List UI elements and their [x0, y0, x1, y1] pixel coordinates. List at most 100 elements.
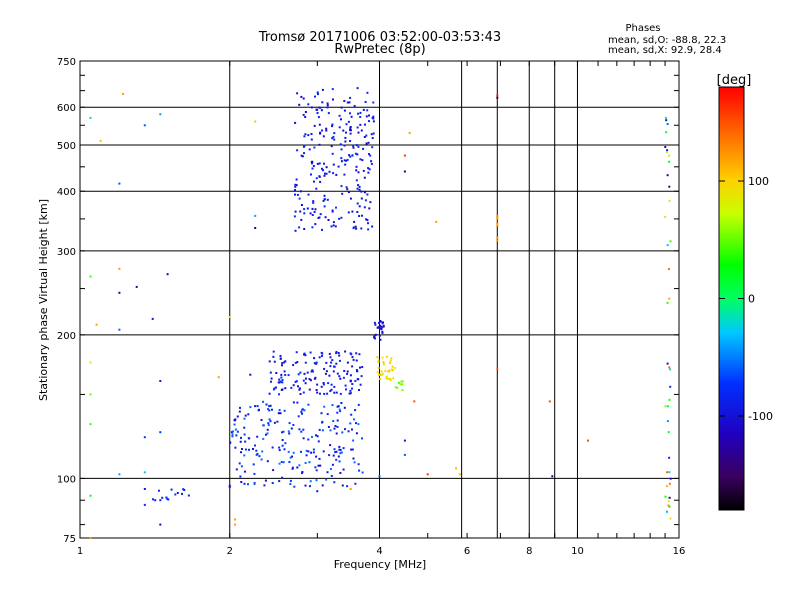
data-point — [338, 408, 341, 411]
data-point — [296, 149, 299, 152]
data-point — [243, 417, 246, 420]
data-point — [262, 424, 265, 427]
data-point — [315, 389, 318, 391]
data-point — [668, 505, 671, 508]
data-point — [341, 484, 344, 487]
data-point — [339, 377, 342, 380]
data-point — [340, 106, 343, 109]
y-axis-label: Stationary phase Virtual Height [km] — [37, 199, 50, 401]
data-point — [332, 98, 334, 101]
x-tick-label: 1 — [77, 546, 83, 557]
data-point — [669, 368, 672, 371]
data-point — [377, 326, 379, 329]
data-point — [302, 145, 305, 148]
data-point — [321, 420, 324, 423]
data-point — [235, 468, 238, 471]
data-point — [358, 469, 361, 472]
data-point — [269, 371, 272, 374]
data-point — [273, 421, 276, 424]
data-point — [665, 485, 668, 488]
data-point — [358, 215, 361, 217]
data-point — [312, 165, 315, 167]
data-point — [379, 373, 382, 376]
data-point — [668, 471, 671, 474]
data-point — [301, 472, 303, 475]
data-point — [299, 210, 302, 213]
data-point — [396, 386, 399, 389]
data-point — [270, 377, 273, 380]
data-point — [249, 373, 252, 376]
data-point — [244, 470, 246, 473]
data-point — [331, 209, 334, 212]
data-point — [314, 95, 316, 98]
data-point — [248, 448, 250, 451]
data-point — [277, 412, 280, 415]
data-point — [330, 145, 333, 148]
data-point — [306, 371, 309, 374]
data-point — [304, 361, 307, 364]
data-point — [666, 362, 669, 365]
data-point — [311, 160, 314, 163]
data-point — [265, 403, 268, 406]
data-point — [151, 317, 154, 320]
data-point — [668, 185, 671, 188]
data-point — [376, 371, 379, 374]
data-point — [363, 206, 366, 209]
data-point — [587, 439, 589, 442]
data-point — [321, 355, 323, 357]
data-point — [361, 159, 364, 162]
data-point — [356, 378, 359, 381]
data-point — [379, 377, 382, 380]
data-point — [315, 434, 317, 437]
data-point — [317, 217, 320, 219]
data-point — [183, 489, 186, 491]
data-point — [318, 175, 321, 178]
data-point — [338, 445, 341, 448]
data-point — [496, 222, 499, 225]
data-point — [268, 392, 271, 395]
data-point — [298, 226, 301, 229]
data-point — [303, 135, 306, 138]
data-point — [281, 476, 284, 479]
data-point — [340, 451, 343, 454]
data-point — [159, 499, 162, 502]
data-point — [301, 412, 303, 415]
data-point — [496, 236, 499, 239]
data-point — [668, 366, 671, 369]
data-point — [328, 454, 331, 457]
data-point — [331, 463, 334, 466]
data-point — [349, 488, 352, 490]
data-point — [267, 408, 269, 411]
data-point — [359, 158, 362, 161]
data-point — [667, 431, 670, 434]
data-point — [299, 371, 302, 374]
data-point — [295, 184, 298, 187]
data-point — [254, 214, 257, 217]
data-point — [317, 440, 320, 443]
data-point — [357, 184, 360, 187]
data-point — [367, 228, 370, 231]
data-point — [99, 139, 102, 142]
data-point — [315, 469, 318, 472]
data-point — [299, 190, 302, 193]
data-point — [496, 223, 499, 226]
data-point — [349, 374, 352, 377]
data-point — [256, 435, 259, 438]
data-point — [310, 173, 312, 176]
data-point — [309, 212, 312, 215]
data-point — [304, 111, 307, 113]
y-tick-label: 100 — [57, 474, 76, 485]
data-point — [666, 174, 669, 177]
data-point — [664, 146, 667, 148]
data-point — [271, 482, 274, 484]
data-point — [335, 352, 338, 355]
data-point — [254, 227, 257, 229]
data-point — [307, 403, 310, 406]
data-point — [351, 154, 354, 157]
data-point — [371, 116, 374, 119]
data-point — [385, 375, 388, 378]
data-point — [357, 171, 360, 174]
data-point — [360, 227, 363, 230]
data-point — [295, 178, 298, 181]
data-point — [366, 193, 369, 196]
